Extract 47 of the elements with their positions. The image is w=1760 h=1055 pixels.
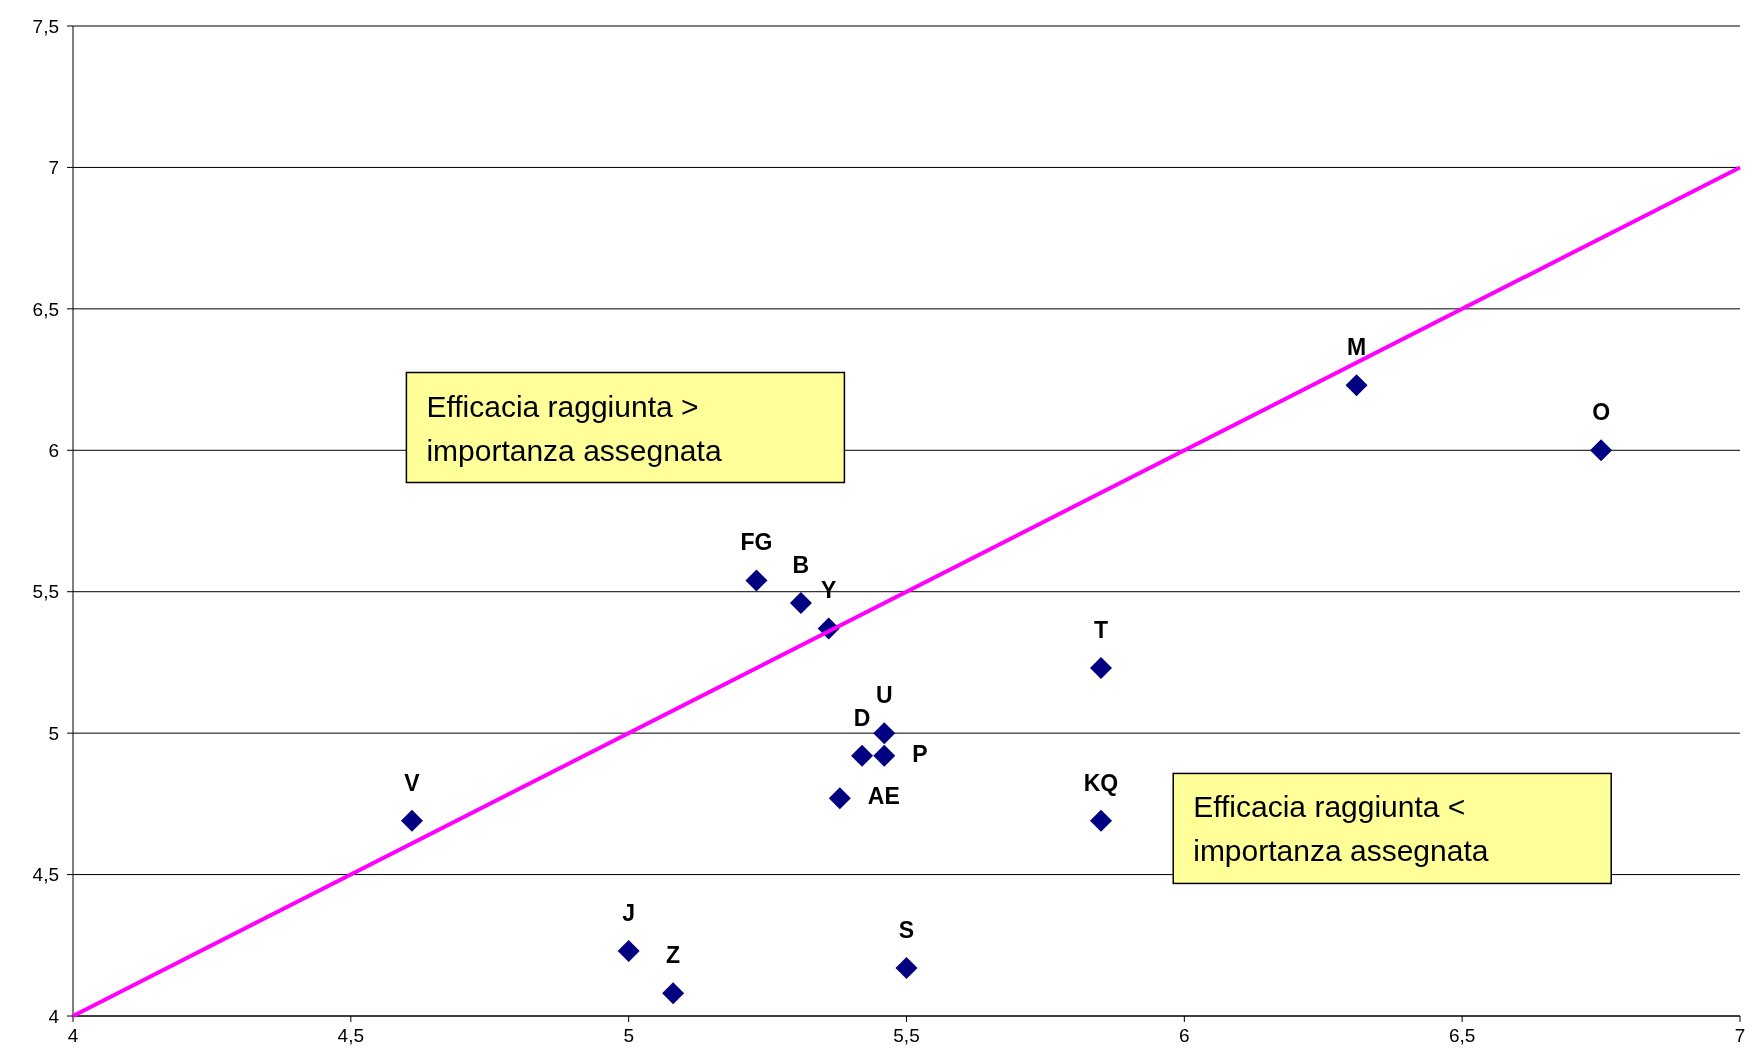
data-label: O xyxy=(1592,399,1611,426)
y-tick-label: 4,5 xyxy=(32,864,59,886)
point xyxy=(873,722,896,745)
data-label: M xyxy=(1347,334,1367,361)
point xyxy=(1345,374,1368,397)
x-tick-label: 4 xyxy=(67,1025,79,1046)
y-tick-label: 7,5 xyxy=(32,15,59,37)
data-label: KQ xyxy=(1083,769,1119,796)
point xyxy=(400,809,423,832)
data-label: D xyxy=(853,704,871,731)
x-tick-label: 6 xyxy=(1179,1025,1190,1046)
annotation: Efficacia raggiunta > importanza assegnata xyxy=(426,389,722,467)
data-label: Z xyxy=(666,942,681,969)
y-tick-label: 4 xyxy=(48,1005,60,1027)
x-tick-label: 5,5 xyxy=(893,1025,920,1046)
point xyxy=(662,982,685,1005)
point xyxy=(1089,657,1112,680)
point xyxy=(745,569,768,592)
data-label: S xyxy=(898,916,915,943)
point xyxy=(617,939,640,962)
data-label: P xyxy=(912,740,928,767)
point xyxy=(1590,439,1613,462)
text-box: Efficacia raggiunta > importanza assegnata xyxy=(405,371,846,484)
point xyxy=(873,744,896,767)
y-tick-label: 6,5 xyxy=(32,298,59,320)
y-tick-label: 6 xyxy=(48,439,59,461)
data-label: B xyxy=(792,552,810,579)
x-tick-label: 5 xyxy=(623,1025,634,1046)
point xyxy=(1089,809,1112,832)
data-label: FG xyxy=(740,529,773,556)
data-label: AE xyxy=(867,783,900,810)
x-tick-label: 4,5 xyxy=(337,1025,365,1046)
data-label: T xyxy=(1093,617,1109,644)
y-tick-label: 7 xyxy=(48,157,59,179)
y-tick-label: 5,5 xyxy=(32,581,59,603)
data-label: U xyxy=(875,682,893,709)
point xyxy=(895,956,918,979)
text-box: Efficacia raggiunta < importanza assegnata xyxy=(1172,772,1612,885)
point xyxy=(789,592,812,615)
x-tick-label: 6,5 xyxy=(1448,1025,1476,1046)
point xyxy=(851,744,874,767)
y-tick-label: 5 xyxy=(48,722,59,744)
data-label: J xyxy=(622,899,636,926)
point xyxy=(828,787,851,810)
annotation: Efficacia raggiunta < importanza assegnata xyxy=(1193,790,1489,868)
data-label: V xyxy=(404,769,421,796)
x-tick-label: 7 xyxy=(1734,1025,1746,1046)
